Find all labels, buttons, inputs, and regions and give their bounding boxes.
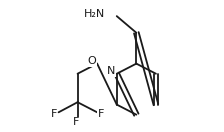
Text: F: F	[98, 109, 104, 119]
Text: F: F	[73, 117, 80, 127]
Text: F: F	[50, 109, 57, 119]
Text: H₂N: H₂N	[84, 9, 105, 19]
Text: O: O	[87, 56, 96, 66]
Text: N: N	[107, 66, 116, 76]
